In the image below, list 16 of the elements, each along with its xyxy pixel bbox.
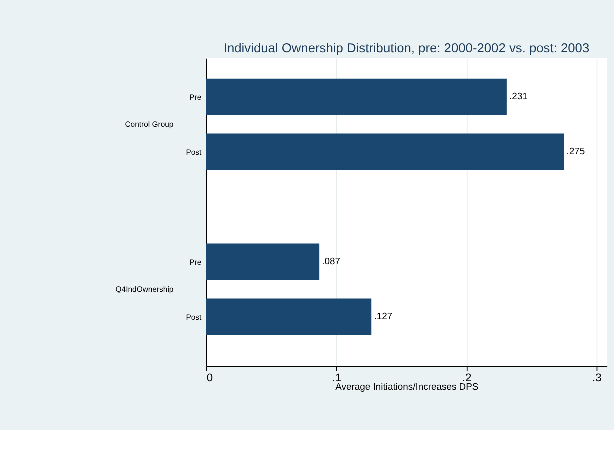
chart-title: Individual Ownership Distribution, pre: 2000-2002 vs. post: 2003	[224, 40, 590, 56]
x-tick-label: 0	[206, 372, 214, 384]
x-axis-title: Average Initiations/Increases DPS	[336, 382, 479, 393]
x-tick-label: .1	[332, 372, 342, 384]
y-tick-label: Post	[186, 312, 203, 322]
data-label: .275	[566, 146, 586, 158]
y-tick-label: Pre	[190, 92, 202, 102]
x-tick-label: .2	[462, 372, 472, 384]
text: Control Group	[125, 120, 174, 130]
data-label: .087	[322, 256, 341, 268]
text: Q4IndOwnership	[116, 284, 174, 294]
x-tick-label: .3	[592, 372, 602, 384]
data-label: .127	[374, 311, 393, 322]
data-label: .231	[510, 92, 528, 103]
y-tick-label: Pre	[190, 258, 202, 267]
y-tick-label: Post	[186, 148, 203, 157]
